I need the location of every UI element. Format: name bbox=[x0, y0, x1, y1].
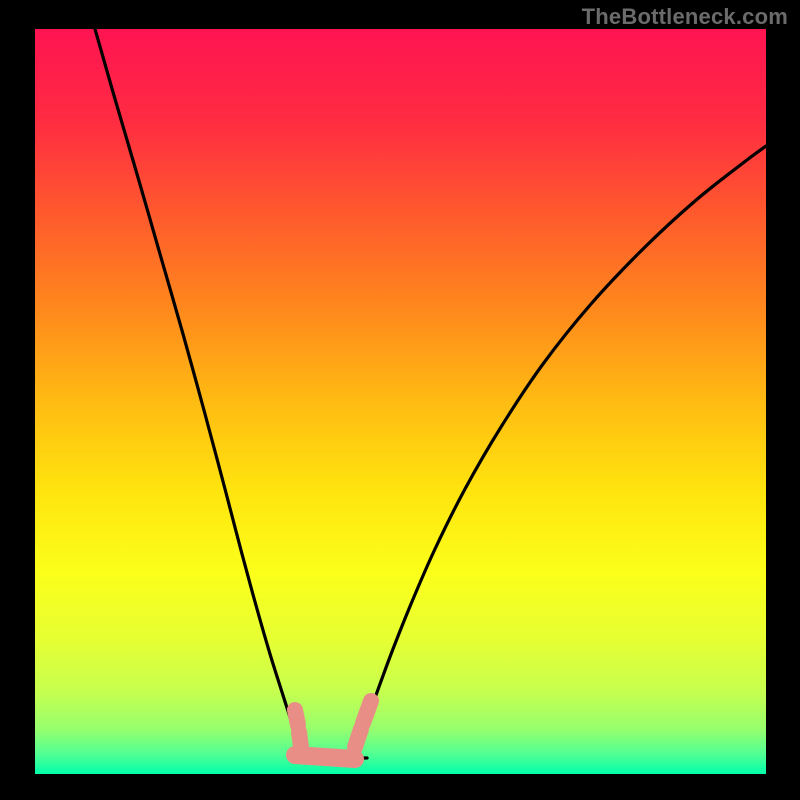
overlay-marker bbox=[295, 710, 298, 725]
overlay-marker bbox=[295, 755, 355, 759]
overlay-marker bbox=[299, 732, 301, 747]
watermark-text: TheBottleneck.com bbox=[582, 4, 788, 30]
chart-frame: TheBottleneck.com bbox=[0, 0, 800, 800]
overlay-marker bbox=[355, 729, 361, 747]
overlay-marker bbox=[363, 701, 371, 723]
chart-plot-area bbox=[35, 29, 766, 774]
gradient-background bbox=[35, 29, 766, 774]
